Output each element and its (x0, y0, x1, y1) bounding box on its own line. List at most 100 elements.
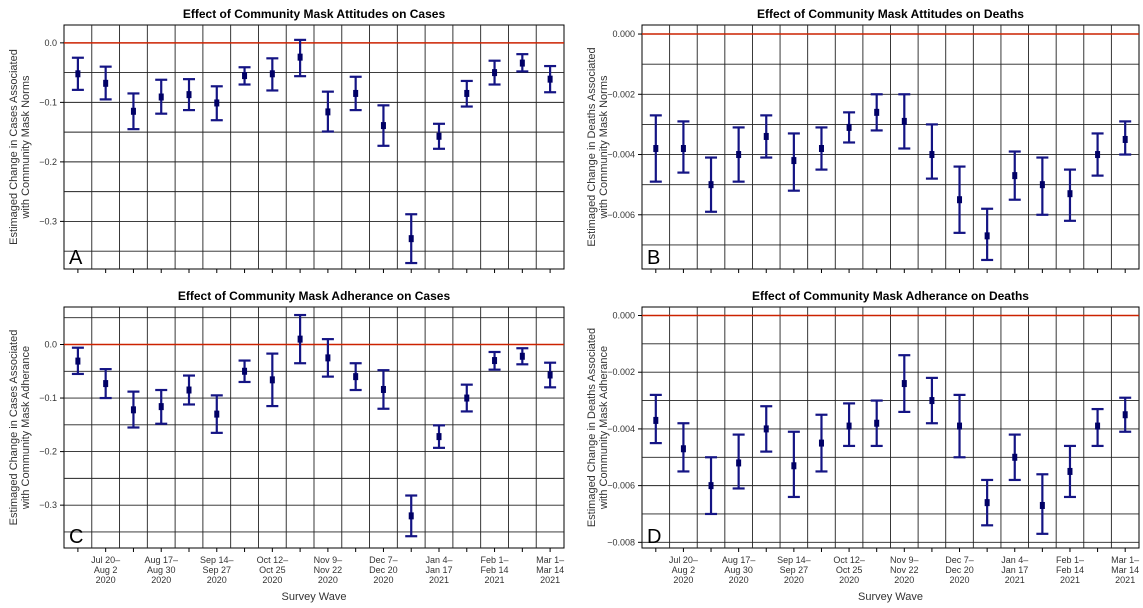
error-bar (760, 114, 773, 159)
x-tick-label-line: Nov 22 (890, 565, 919, 575)
point-estimate (708, 181, 714, 189)
point-estimate (763, 425, 769, 433)
x-tick-label-line: Oct 12– (833, 555, 865, 565)
x-tick-label-line: Sep 14– (200, 555, 234, 565)
error-bar (649, 393, 662, 445)
error-bar (516, 53, 529, 73)
error-bar (1063, 168, 1076, 222)
x-axis-label: Survey Wave (858, 591, 923, 603)
x-tick-label-line: 2021 (540, 575, 560, 585)
error-bar (898, 93, 911, 150)
error-bar (544, 64, 557, 94)
point-estimate (353, 373, 359, 381)
point-estimate (297, 335, 303, 343)
y-tick-label: 0.000 (612, 29, 635, 39)
error-bar (294, 313, 307, 365)
error-bar (183, 78, 195, 112)
y-tick-label: −0.006 (607, 481, 635, 491)
panel-title: Effect of Community Mask Adherance on Ca… (178, 289, 451, 303)
error-bar (210, 85, 223, 122)
error-bar (843, 402, 856, 448)
point-estimate (158, 403, 164, 411)
x-tick-label-line: Jan 4– (1001, 555, 1028, 565)
error-bar (349, 75, 362, 112)
error-bar (433, 122, 445, 150)
point-estimate (186, 91, 192, 99)
error-bar (377, 104, 390, 147)
x-tick-label: Sep 14– Sep 27 2020 (777, 555, 811, 585)
y-tick-label: 0.000 (612, 311, 635, 321)
x-tick-label-line: Jan 17 (1001, 565, 1028, 575)
error-bar (705, 456, 718, 516)
error-bar (649, 114, 662, 183)
x-tick-label: Oct 12– Oct 25 2020 (833, 555, 865, 585)
y-axis-label-line2: with Community Mask Adherance (20, 346, 32, 510)
x-tick-label-line: Oct 12– (257, 555, 289, 565)
point-estimate (984, 232, 990, 240)
x-tick-label: Mar 1– Mar 14 2021 (536, 555, 564, 585)
error-bar (787, 430, 800, 499)
y-axis-label-line1: Estimaged Change in Deaths Associated (586, 47, 598, 246)
error-bar (732, 126, 745, 183)
point-estimate (436, 132, 442, 140)
x-tick-label-line: 2021 (1005, 575, 1025, 585)
point-estimate (519, 59, 525, 67)
x-tick-label-line: Feb 1– (481, 555, 509, 565)
y-tick-label: −0.006 (607, 210, 635, 220)
point-estimate (547, 371, 553, 379)
point-estimate (929, 151, 935, 159)
point-estimate (269, 376, 275, 384)
error-bar (488, 350, 501, 371)
x-axis-label: Survey Wave (281, 591, 346, 603)
error-bar (321, 90, 334, 133)
error-bar (843, 111, 856, 144)
point-estimate (957, 422, 963, 430)
error-bar (99, 65, 112, 101)
error-bar (870, 399, 883, 448)
x-tick-label-line: Aug 30 (147, 565, 176, 575)
y-tick-label: −0.3 (39, 500, 57, 510)
error-bar (898, 354, 911, 414)
point-estimate (519, 352, 525, 360)
x-tick-label-line: Mar 1– (1111, 555, 1139, 565)
x-tick-label: Jul 20– Aug 2 2020 (669, 555, 698, 585)
x-tick-label-line: Sep 27 (203, 565, 232, 575)
point-estimate (680, 145, 686, 153)
x-tick-label: Jul 20– Aug 2 2020 (91, 555, 120, 585)
point-estimate (791, 462, 797, 470)
panel-title: Effect of Community Mask Adherance on De… (752, 289, 1029, 303)
point-estimate (846, 123, 852, 131)
error-bar (294, 38, 307, 78)
point-estimate (984, 499, 990, 507)
y-tick-label: −0.004 (607, 424, 635, 434)
error-bar (787, 132, 800, 192)
point-estimate (408, 512, 414, 520)
point-estimate (1039, 501, 1045, 509)
point-estimate (1122, 135, 1128, 143)
error-bar (349, 362, 362, 392)
error-bar (405, 213, 418, 265)
point-estimate (325, 354, 331, 362)
y-tick-label: 0.0 (44, 339, 57, 349)
point-estimate (708, 482, 714, 490)
error-bar (516, 347, 529, 366)
error-bar (1036, 156, 1049, 216)
error-bar (760, 405, 773, 453)
panel-letter: C (69, 526, 83, 548)
error-bar (815, 413, 828, 473)
point-estimate (269, 70, 275, 78)
point-estimate (380, 122, 386, 130)
error-bar (1008, 150, 1021, 201)
x-tick-label-line: 2020 (318, 575, 338, 585)
point-estimate (436, 433, 442, 441)
error-bar (1119, 396, 1132, 433)
error-bar (321, 338, 334, 378)
error-bar (925, 123, 938, 180)
x-tick-label-line: 2020 (96, 575, 116, 585)
error-bar (732, 433, 745, 490)
error-bar (155, 388, 168, 425)
x-tick-label-line: 2020 (673, 575, 693, 585)
x-tick-label-line: 2021 (485, 575, 505, 585)
